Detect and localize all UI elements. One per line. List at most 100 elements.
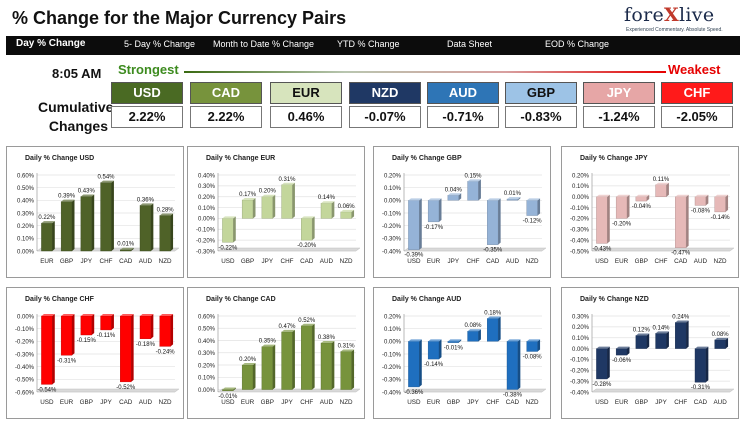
data-label: 0.20%: [239, 357, 257, 363]
bar-top: [242, 363, 256, 366]
data-label: -0.08%: [523, 354, 543, 360]
data-label: -0.08%: [691, 208, 711, 214]
y-tick-label: -0.30%: [570, 228, 590, 234]
y-tick-label: 0.20%: [384, 314, 402, 320]
x-tick-label: EUR: [615, 399, 629, 406]
data-label: 0.52%: [298, 318, 316, 324]
bar-front: [596, 348, 608, 380]
bar-front: [506, 341, 519, 390]
y-tick-label: -0.40%: [15, 365, 35, 371]
chart-floor: [591, 388, 735, 393]
data-label: -0.39%: [404, 253, 424, 259]
bar: [120, 314, 134, 383]
x-tick-label: USD: [407, 258, 421, 265]
nav-month-to-date-change[interactable]: Month to Date % Change: [213, 39, 315, 49]
y-tick-label: 0.30%: [198, 184, 216, 190]
bar-front: [675, 322, 687, 349]
x-tick-label: GBP: [60, 258, 73, 265]
x-tick-label: JPY: [655, 399, 667, 406]
currency-code: NZD: [349, 82, 421, 104]
logo-subtitle: Experienced Commentary. Absolute Speed.: [626, 27, 723, 33]
bar: [301, 216, 315, 241]
data-label: 0.06%: [338, 204, 356, 210]
strength-gradient-line: [184, 71, 666, 73]
currency-box-aud: AUD -0.71%: [427, 82, 499, 128]
data-label: 0.08%: [464, 323, 482, 329]
nav-ytd-change[interactable]: YTD % Change: [337, 39, 400, 49]
bar: [526, 198, 541, 216]
bar-front: [467, 181, 479, 201]
x-tick-label: GBP: [635, 258, 648, 265]
bar-front: [427, 200, 440, 223]
data-label: -0.01%: [218, 394, 238, 400]
bar: [427, 198, 442, 223]
data-label: -0.15%: [77, 338, 97, 344]
bar: [60, 314, 75, 356]
bar-top: [596, 346, 610, 349]
currency-box-nzd: NZD -0.07%: [349, 82, 421, 128]
x-tick-label: NZD: [526, 399, 539, 406]
y-tick-label: 0.00%: [198, 388, 216, 394]
y-tick-label: 0.10%: [572, 336, 590, 342]
bar-side: [517, 197, 521, 201]
bar-front: [320, 203, 333, 219]
bar-top: [507, 339, 521, 342]
bar-side: [646, 333, 650, 349]
y-tick-label: 0.10%: [198, 206, 216, 212]
nav-data-sheet[interactable]: Data Sheet: [447, 39, 493, 49]
nav-day-change[interactable]: Day % Change: [16, 38, 86, 49]
x-tick-label: EUR: [40, 258, 54, 265]
bar: [408, 198, 422, 250]
y-tick-label: -0.40%: [382, 249, 402, 255]
bar-side: [478, 329, 481, 342]
bar-side: [498, 316, 501, 342]
logo-text-before: fore: [624, 4, 664, 26]
bar-top: [655, 331, 669, 334]
bar: [427, 339, 442, 360]
bar-top: [159, 314, 174, 316]
currency-box-usd: USD 2.22%: [111, 82, 183, 128]
data-label: -0.38%: [503, 392, 523, 398]
x-tick-label: AUD: [694, 258, 708, 265]
bar: [80, 314, 95, 336]
chart-jpy: -0.50% -0.40% -0.30% -0.20% -0.10% 0.00% 0.10%…: [570, 173, 735, 265]
bar: [222, 216, 236, 243]
bar-top: [467, 179, 481, 182]
data-label: -0.31%: [691, 385, 711, 391]
data-label: -0.04%: [632, 204, 652, 210]
x-tick-label: CHF: [674, 399, 687, 406]
forexlive-logo[interactable]: foreXlive Experienced Commentary. Absolu…: [620, 4, 738, 34]
bar-front: [80, 315, 92, 336]
y-tick-label: -0.30%: [382, 378, 402, 384]
chart-nzd: -0.40% -0.30% -0.20% -0.10% 0.00% 0.10% 0.20% 0…: [570, 314, 735, 406]
x-tick-label: CAD: [506, 399, 520, 406]
timestamp: 8:05 AM: [52, 66, 102, 81]
bar: [506, 339, 521, 390]
logo-x-mark: X: [664, 4, 680, 26]
y-tick-label: -0.10%: [570, 358, 590, 364]
data-label: 0.18%: [484, 311, 502, 317]
bar: [408, 339, 422, 388]
x-tick-label: CHF: [300, 399, 313, 406]
nav-5-day-change[interactable]: 5- Day % Change: [124, 39, 196, 49]
y-tick-label: -0.20%: [570, 369, 590, 375]
strongest-label: Strongest: [118, 62, 179, 77]
bar-front: [714, 339, 726, 349]
x-tick-label: AUD: [320, 399, 334, 406]
bar: [675, 320, 689, 349]
nav-eod-change[interactable]: EOD % Change: [545, 39, 610, 49]
x-tick-label: NZD: [526, 258, 539, 265]
bar-side: [150, 203, 154, 251]
bar-front: [281, 184, 293, 219]
bar-side: [292, 182, 295, 219]
bar-side: [626, 194, 630, 219]
bar-top: [714, 194, 729, 197]
bar-top: [222, 216, 236, 219]
chart-title: Daily % Change AUD: [392, 296, 462, 303]
y-tick-label: -0.50%: [570, 249, 590, 255]
bar-front: [139, 205, 152, 252]
bar-top: [242, 197, 256, 200]
bar: [526, 339, 541, 352]
bar-top: [596, 194, 610, 197]
bar-top: [467, 329, 481, 332]
